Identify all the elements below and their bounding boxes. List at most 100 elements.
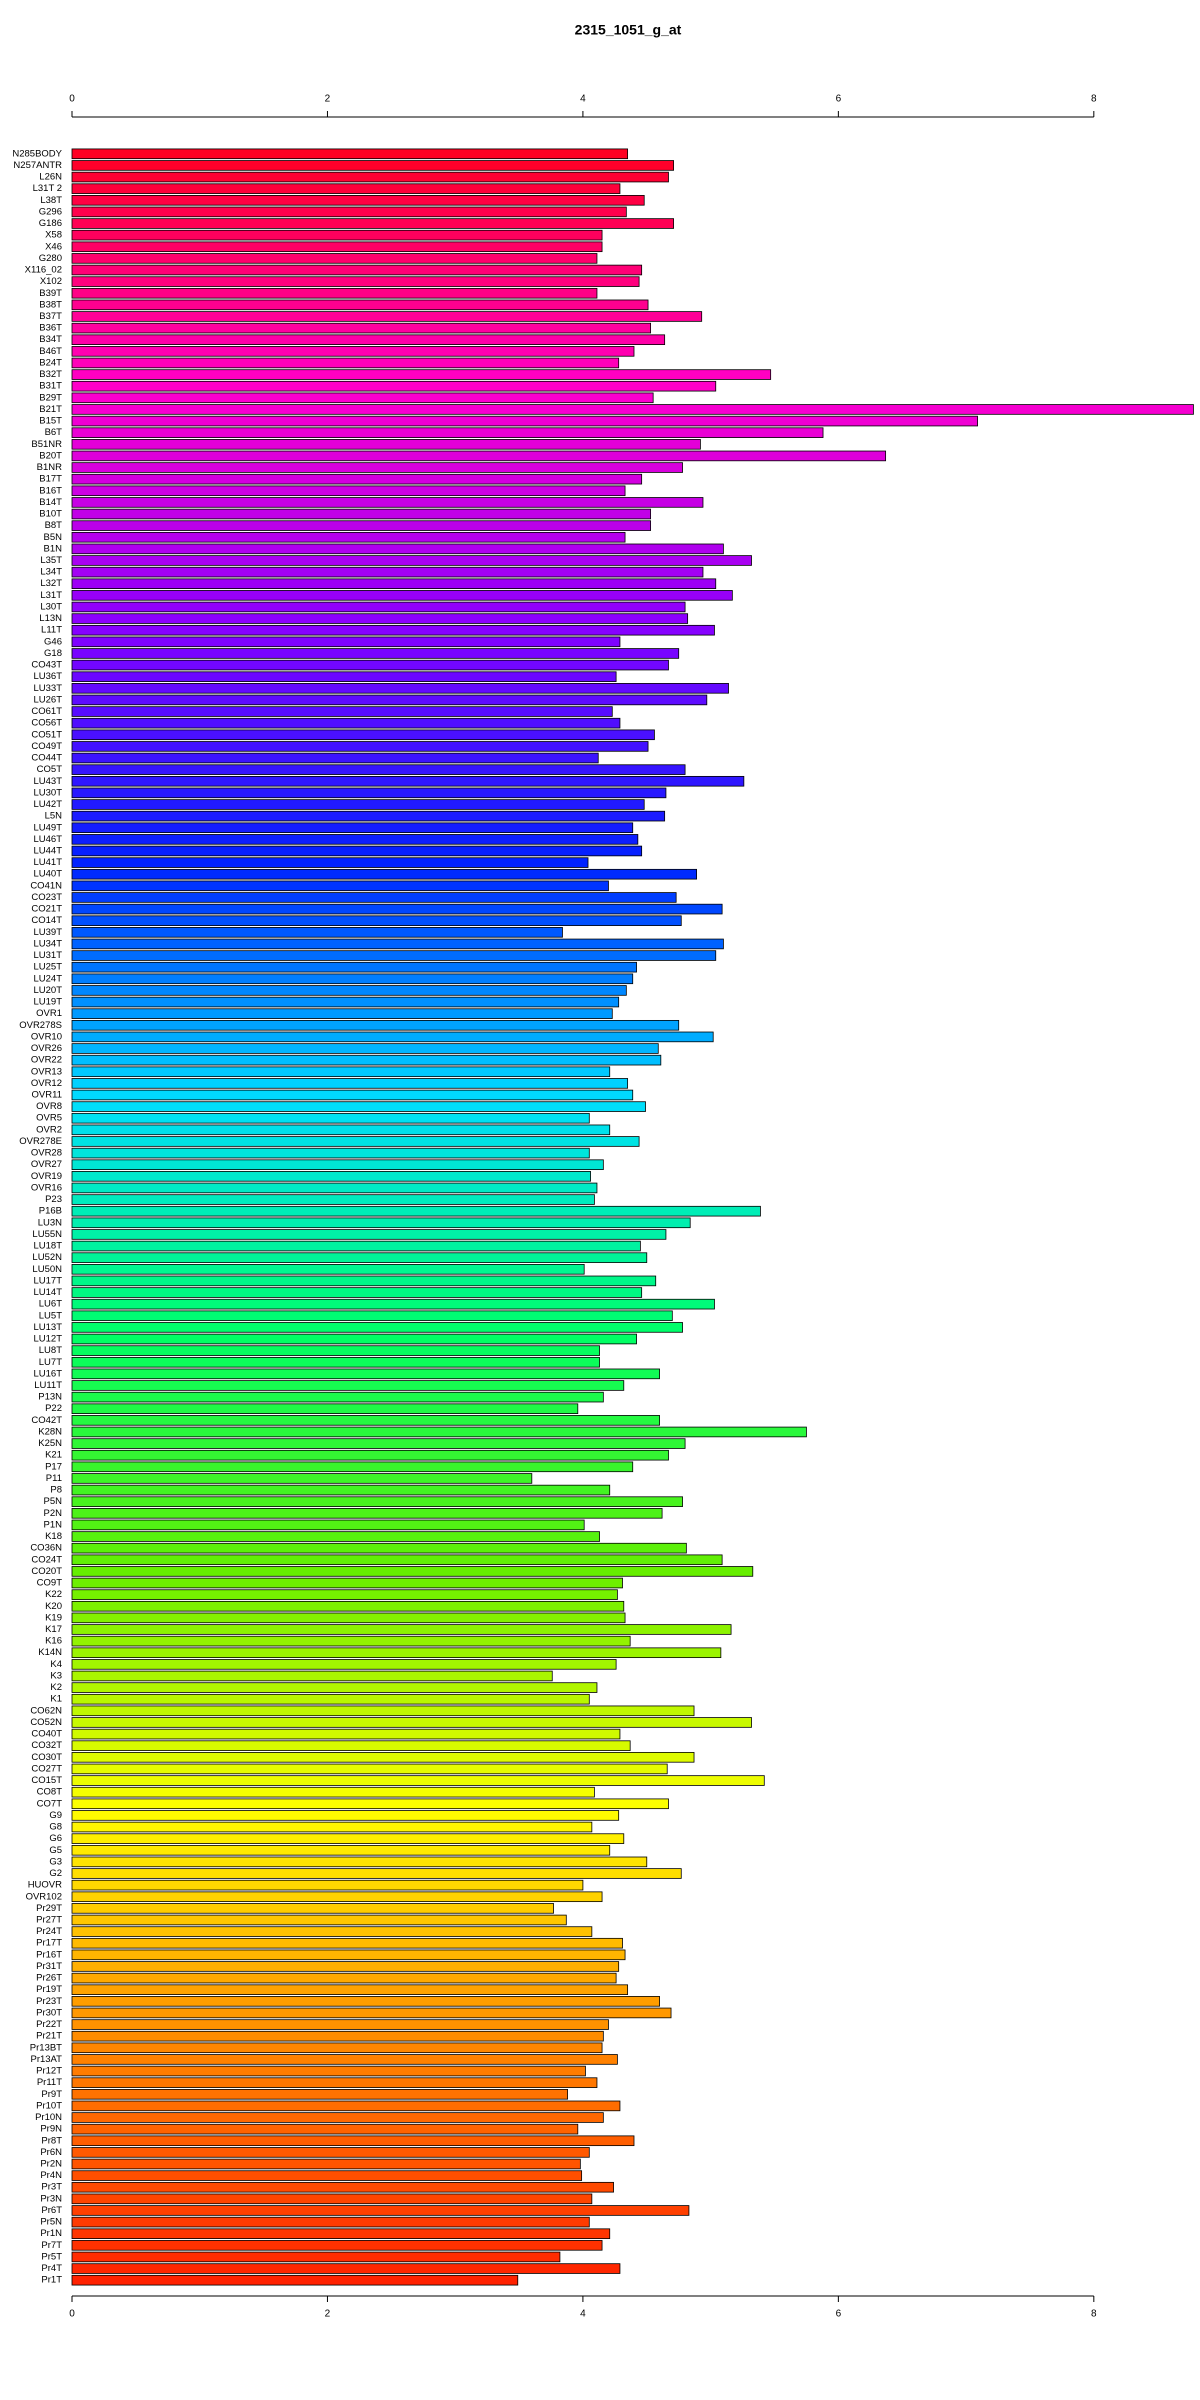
y-tick-label: N257ANTR — [13, 160, 62, 171]
y-tick-label: L5N — [45, 811, 63, 822]
bar — [71, 683, 729, 694]
bar — [71, 752, 599, 764]
x-tick-label: 0 — [69, 2309, 75, 2320]
y-tick-label: G186 — [39, 218, 62, 229]
bar — [71, 322, 652, 334]
y-tick-label: K25N — [38, 1438, 62, 1449]
bar — [71, 2112, 604, 2123]
x-tick-label: 4 — [580, 2309, 586, 2320]
bar — [71, 1403, 579, 1415]
y-tick-label: B38T — [39, 299, 62, 310]
bar — [71, 2065, 586, 2077]
bar — [71, 1426, 807, 1438]
y-tick-label: Pr9N — [40, 2124, 62, 2135]
y-tick-label: CO42T — [31, 1415, 62, 1426]
x-tick-label: 6 — [836, 94, 842, 105]
y-tick-label: L30T — [40, 601, 62, 612]
y-tick-label: LU3N — [38, 1217, 62, 1228]
x-tick-label: 8 — [1091, 94, 1097, 105]
y-tick-label: CO21T — [31, 904, 62, 915]
bar — [71, 1531, 600, 1542]
y-tick-label: G18 — [44, 648, 62, 659]
bar — [71, 1879, 584, 1891]
bar — [71, 741, 649, 752]
bar — [71, 508, 652, 520]
y-tick-label: OVR278E — [19, 1136, 62, 1147]
y-tick-label: LU19T — [33, 997, 62, 1008]
y-tick-label: Pr26T — [36, 1973, 62, 1984]
y-tick-label: OVR27 — [31, 1159, 62, 1170]
x-tick-label: 2 — [325, 2309, 331, 2320]
y-tick-label: LU25T — [33, 962, 62, 973]
bar — [71, 927, 563, 938]
y-tick-label: L34T — [40, 567, 62, 578]
y-tick-label: LU30T — [33, 787, 62, 798]
bar — [71, 1728, 621, 1740]
y-tick-label: LU8T — [39, 1345, 62, 1356]
bar — [71, 1473, 533, 1484]
y-tick-label: Pr21T — [36, 2031, 62, 2042]
bar — [71, 2007, 672, 2019]
bar — [71, 880, 609, 892]
y-tick-label: B5N — [44, 532, 63, 543]
bar — [71, 1577, 623, 1589]
y-tick-label: OVR11 — [32, 1090, 62, 1101]
y-tick-label: LU17T — [33, 1275, 62, 1286]
y-tick-label: LU39T — [33, 927, 62, 938]
bar — [71, 799, 645, 810]
y-tick-label: CO30T — [31, 1752, 62, 1763]
y-tick-label: LU44T — [33, 845, 62, 856]
bar — [71, 1612, 626, 1624]
y-tick-label: LU49T — [33, 822, 62, 833]
y-tick-label: Pr11T — [37, 2077, 62, 2088]
x-tick-label: 8 — [1091, 2309, 1097, 2320]
bar — [71, 415, 978, 427]
bar — [71, 1810, 620, 1821]
bar — [71, 915, 682, 926]
bar — [71, 1217, 691, 1229]
y-tick-label: LU46T — [33, 834, 62, 845]
y-tick-label: CO14T — [31, 915, 62, 926]
bar — [71, 148, 629, 160]
bar — [71, 1844, 611, 1856]
y-tick-label: L31T 2 — [33, 183, 62, 194]
bar — [71, 450, 887, 462]
y-tick-label: CO41N — [30, 880, 62, 891]
bar — [71, 822, 634, 834]
bar — [71, 996, 620, 1008]
bar — [71, 1949, 626, 1961]
y-tick-label: Pr24T — [36, 1926, 62, 1937]
bar — [71, 961, 637, 973]
y-tick-label: LU13T — [33, 1322, 62, 1333]
y-tick-label: CO61T — [31, 706, 62, 717]
bar — [71, 1112, 590, 1124]
bar — [71, 1659, 617, 1670]
y-tick-label: P16B — [39, 1206, 62, 1217]
bar — [71, 2135, 635, 2147]
bar — [71, 1798, 669, 1810]
bar — [71, 392, 654, 404]
bar — [71, 1705, 695, 1717]
y-tick-label: G6 — [49, 1833, 62, 1844]
y-tick-label: Pr3T — [41, 2182, 62, 2193]
y-tick-label: P8 — [50, 1485, 62, 1496]
y-tick-label: G280 — [39, 253, 62, 264]
y-tick-label: P1N — [44, 1519, 63, 1530]
bar — [71, 787, 667, 799]
bar — [71, 1542, 687, 1554]
x-tick-label: 0 — [69, 94, 75, 105]
bar — [71, 857, 589, 868]
bar — [71, 1786, 595, 1798]
y-tick-label: HUOVR — [28, 1880, 62, 1891]
bar — [71, 938, 724, 950]
bar — [71, 1449, 669, 1461]
bar — [71, 1868, 682, 1879]
y-tick-label: LU26T — [33, 694, 62, 705]
y-tick-label: OVR12 — [31, 1078, 62, 1089]
y-tick-label: X46 — [45, 241, 62, 252]
bar — [71, 2158, 581, 2170]
y-tick-label: L32T — [40, 578, 62, 589]
y-tick-label: P17 — [45, 1461, 62, 1472]
y-tick-label: K22 — [45, 1589, 62, 1600]
y-tick-label: CO5T — [37, 764, 63, 775]
